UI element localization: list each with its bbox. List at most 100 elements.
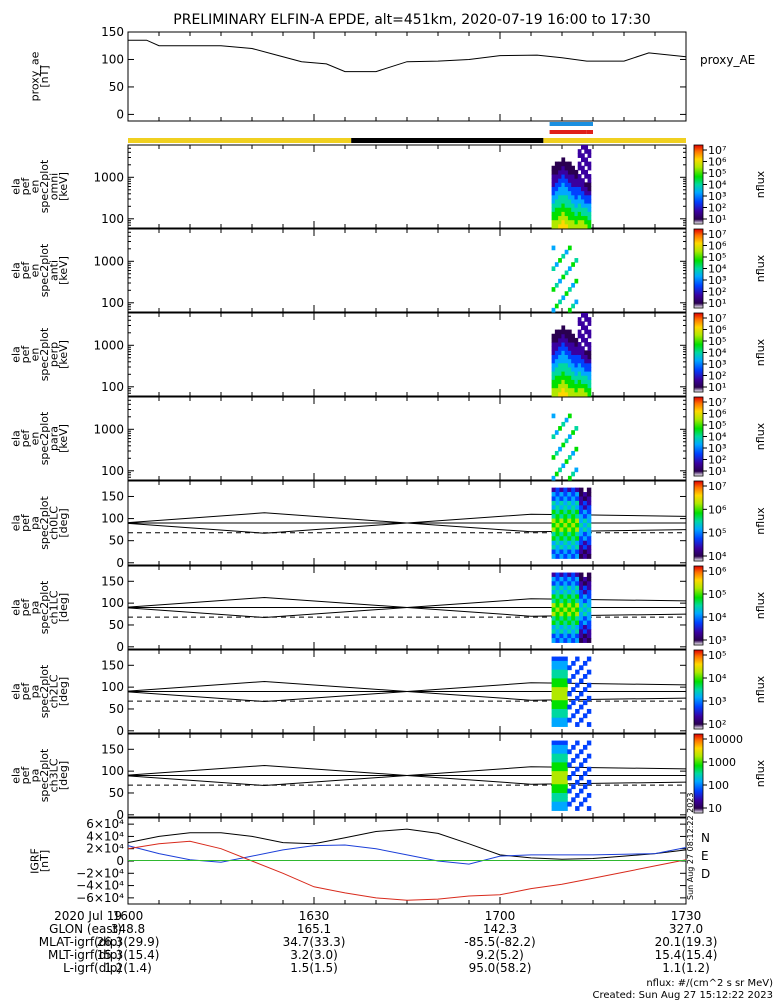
panel-ylabel-line: ch2LC xyxy=(47,674,60,708)
spectrogram-cell xyxy=(554,358,559,364)
spectrogram-cell xyxy=(563,753,568,759)
spectrogram-cell xyxy=(574,426,579,431)
spectrogram-cell xyxy=(581,391,585,397)
spectrogram-cell xyxy=(567,540,572,546)
spectrogram-cell xyxy=(571,572,576,578)
spectrogram-cell xyxy=(558,375,562,380)
spectrogram-cell xyxy=(559,691,564,697)
spectrogram-cell xyxy=(551,806,557,811)
spectrogram-cell xyxy=(581,371,585,376)
spectrogram-cell xyxy=(567,527,572,533)
spectrogram-cell xyxy=(577,182,582,187)
spectrogram-cell xyxy=(582,638,588,643)
ephemeris-value: 1.5(1.5) xyxy=(290,961,338,975)
spectrogram-cell xyxy=(564,190,569,196)
spectrogram-cell xyxy=(563,744,568,750)
spectrogram-cell xyxy=(577,186,582,192)
loss-cone-line xyxy=(127,513,687,534)
spectrogram-cell xyxy=(551,307,556,313)
spectrogram-cell xyxy=(555,603,560,608)
ephemeris-value: 142.3 xyxy=(483,922,517,936)
spectrogram-cell xyxy=(555,792,560,798)
spectrogram-cell xyxy=(555,766,560,772)
spectrogram-cell xyxy=(564,333,569,339)
spectrogram-cell xyxy=(584,391,589,397)
spectrogram-cell xyxy=(574,258,579,263)
spectrogram-cell xyxy=(551,540,557,546)
spectrogram-cell xyxy=(551,660,557,666)
spectrogram-cell xyxy=(559,585,564,591)
spectrogram-cell xyxy=(584,223,589,229)
spectrogram-cell xyxy=(559,496,564,502)
spectrogram-cell xyxy=(582,629,588,635)
spectrogram-cell xyxy=(574,178,579,183)
colorbar-tick-label: 10¹ xyxy=(708,381,726,394)
spectrogram-cell xyxy=(582,700,588,706)
spectrogram-cell xyxy=(559,758,564,763)
spectrogram-cell xyxy=(567,496,572,502)
spectrogram-cell xyxy=(577,223,582,229)
spectrogram-cell xyxy=(575,540,580,546)
spectrogram-cell xyxy=(586,509,592,515)
spectrogram-cell xyxy=(561,190,566,196)
spectrogram-cell xyxy=(551,744,557,750)
spectrogram-cell xyxy=(554,371,559,376)
spectrogram-cell xyxy=(555,590,560,595)
spectrogram-cell xyxy=(571,262,575,267)
spectrogram-cell xyxy=(574,215,579,221)
spectrogram-cell xyxy=(559,598,564,604)
spectrogram-cell xyxy=(584,198,589,204)
y-tick-label: 1000 xyxy=(93,170,124,184)
spectrogram-cell xyxy=(571,784,576,790)
spectrogram-cell xyxy=(558,207,562,212)
spectrogram-cell xyxy=(582,594,588,600)
spectrogram-cell xyxy=(581,198,585,204)
spectrogram-cell xyxy=(567,691,572,697)
spectrogram-cell xyxy=(563,531,568,537)
spectrogram-cell xyxy=(551,638,557,643)
spectrogram-cell xyxy=(551,629,557,635)
spectrogram-cell xyxy=(551,775,557,781)
y-tick-label: 4×10⁴ xyxy=(86,829,124,843)
spectrogram-cell xyxy=(561,198,566,204)
panel-ylabel-line: spec2plot xyxy=(38,327,51,381)
ephemeris-value: 20.1(19.3) xyxy=(655,935,718,949)
spectrogram-cell xyxy=(558,174,562,179)
spectrogram-cell xyxy=(559,656,564,662)
spectrogram-cell xyxy=(551,198,556,204)
spectrogram-cell xyxy=(551,182,556,187)
spectrogram-cell xyxy=(587,383,592,389)
spectrogram-cell xyxy=(567,518,572,524)
spectrogram-cell xyxy=(567,629,572,635)
colorbar-tick-label: 10⁶ xyxy=(708,503,727,516)
spectrogram-cell xyxy=(551,379,556,385)
y-tick-label: 100 xyxy=(101,212,124,226)
spectrogram-cell xyxy=(574,366,579,372)
spectrogram-cell xyxy=(558,169,562,175)
spectrogram-cell xyxy=(558,446,562,452)
spectrogram-cell xyxy=(584,157,589,163)
spectrogram-cell xyxy=(581,145,585,150)
spectrogram-cell xyxy=(555,531,560,537)
spectrogram-cell xyxy=(564,371,569,376)
spectrogram-cell xyxy=(561,186,566,192)
spectrogram-cell xyxy=(584,366,589,372)
spectrogram-cell xyxy=(555,678,560,684)
panel-ylabel-line: [keV] xyxy=(57,424,70,453)
spectrogram-cell xyxy=(551,178,556,183)
spectrogram-cell xyxy=(561,391,566,397)
spectrogram-cell xyxy=(551,797,557,803)
spectrogram-cell xyxy=(563,656,568,662)
spectrogram-cell xyxy=(571,450,575,456)
y-tick-label: 50 xyxy=(109,618,124,632)
panel-ylabel-line: ela xyxy=(9,178,22,195)
spectrogram-cell xyxy=(551,594,557,600)
spectrogram-cell xyxy=(551,475,556,481)
spectrogram-cell xyxy=(587,317,592,322)
spectrogram-cell xyxy=(554,282,559,288)
spectrogram-cell xyxy=(559,581,564,587)
spectrogram-cell xyxy=(555,788,560,794)
spectrogram-cell xyxy=(559,523,564,528)
spectrogram-cell xyxy=(582,674,588,679)
